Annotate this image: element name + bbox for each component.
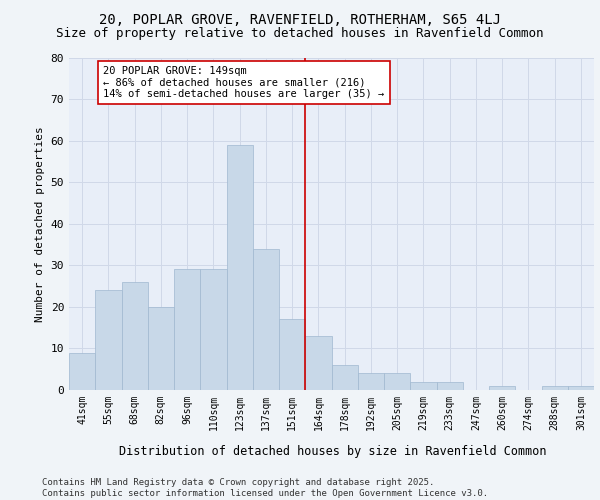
Bar <box>253 248 279 390</box>
Text: Contains HM Land Registry data © Crown copyright and database right 2025.
Contai: Contains HM Land Registry data © Crown c… <box>42 478 488 498</box>
Bar <box>384 374 410 390</box>
Bar <box>358 374 384 390</box>
Text: 20, POPLAR GROVE, RAVENFIELD, ROTHERHAM, S65 4LJ: 20, POPLAR GROVE, RAVENFIELD, ROTHERHAM,… <box>99 12 501 26</box>
Bar <box>568 386 594 390</box>
Bar <box>121 282 148 390</box>
Bar <box>542 386 568 390</box>
Text: Size of property relative to detached houses in Ravenfield Common: Size of property relative to detached ho… <box>56 28 544 40</box>
Bar <box>227 145 253 390</box>
Y-axis label: Number of detached properties: Number of detached properties <box>35 126 45 322</box>
Bar <box>489 386 515 390</box>
Bar <box>410 382 437 390</box>
Bar <box>331 365 358 390</box>
Bar <box>174 270 200 390</box>
Text: 20 POPLAR GROVE: 149sqm
← 86% of detached houses are smaller (216)
14% of semi-d: 20 POPLAR GROVE: 149sqm ← 86% of detache… <box>103 66 385 99</box>
Bar <box>69 352 95 390</box>
Bar <box>200 270 227 390</box>
Bar <box>148 307 174 390</box>
Text: Distribution of detached houses by size in Ravenfield Common: Distribution of detached houses by size … <box>119 444 547 458</box>
Bar <box>279 320 305 390</box>
Bar <box>305 336 331 390</box>
Bar <box>437 382 463 390</box>
Bar <box>95 290 121 390</box>
